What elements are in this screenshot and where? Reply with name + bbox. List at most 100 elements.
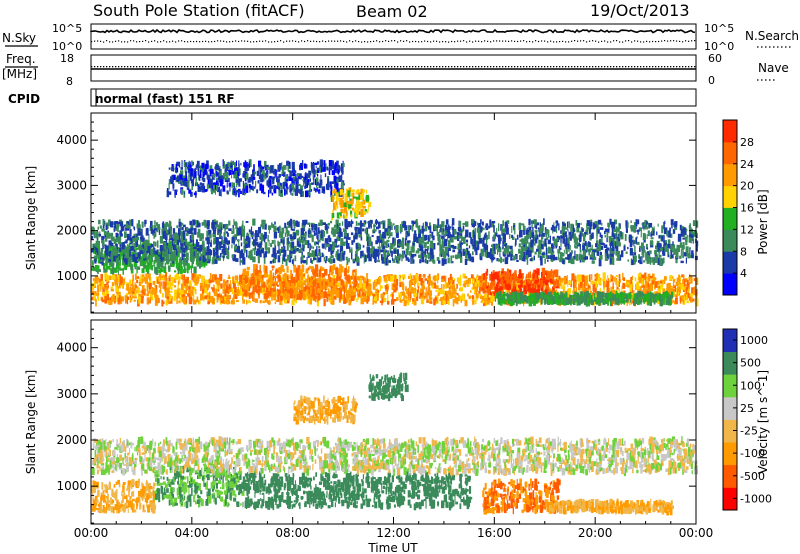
- heatmap-cell: [314, 170, 317, 174]
- heatmap-cell: [236, 184, 238, 188]
- heatmap-cell: [205, 279, 209, 284]
- heatmap-cell: [133, 226, 135, 229]
- heatmap-cell: [105, 262, 108, 266]
- nsearch-point: [325, 41, 327, 43]
- heatmap-cell: [582, 283, 584, 291]
- heatmap-cell: [316, 278, 320, 283]
- heatmap-cell: [214, 258, 218, 264]
- heatmap-cell: [671, 221, 673, 229]
- nave-point: [454, 66, 456, 68]
- heatmap-cell: [239, 168, 241, 175]
- heatmap-cell: [157, 260, 161, 267]
- heatmap-cell: [437, 273, 439, 281]
- heatmap-cell: [482, 289, 487, 294]
- heatmap-cell: [262, 300, 265, 304]
- heatmap-cell: [593, 223, 597, 229]
- heatmap-cell: [546, 255, 550, 259]
- heatmap-cell: [348, 299, 352, 303]
- heatmap-cell: [308, 265, 311, 269]
- heatmap-cell: [277, 275, 280, 279]
- heatmap-cell: [170, 277, 174, 282]
- heatmap-cell: [288, 176, 292, 181]
- nsearch-point: [631, 41, 633, 43]
- heatmap-cell: [316, 268, 319, 277]
- heatmap-cell: [611, 289, 616, 295]
- heatmap-cell: [234, 162, 236, 168]
- heatmap-cell: [547, 271, 551, 276]
- heatmap-cell: [363, 189, 365, 192]
- heatmap-cell: [183, 257, 185, 261]
- heatmap-cell: [669, 275, 673, 281]
- heatmap-cell: [280, 264, 283, 273]
- nave-point: [673, 66, 675, 68]
- heatmap-cell: [494, 271, 498, 280]
- heatmap-cell: [340, 190, 344, 195]
- heatmap-cell: [225, 171, 229, 180]
- heatmap-cell: [166, 188, 169, 193]
- nave-point: [448, 66, 450, 68]
- heatmap-cell: [346, 263, 348, 272]
- nave-tick-high: 60: [708, 52, 722, 65]
- heatmap-cell: [330, 185, 333, 194]
- heatmap-cell: [514, 277, 517, 280]
- heatmap-cell: [292, 285, 294, 289]
- heatmap-cell: [305, 172, 307, 176]
- heatmap-cell: [158, 277, 160, 283]
- nsearch-point: [460, 40, 462, 42]
- heatmap-cell: [138, 281, 142, 286]
- nave-point: [259, 66, 261, 68]
- heatmap-cell: [586, 288, 589, 291]
- heatmap-cell: [244, 166, 248, 172]
- heatmap-cell: [599, 239, 601, 246]
- heatmap-cell: [175, 189, 178, 192]
- heatmap-cell: [335, 186, 339, 194]
- heatmap-cell: [217, 276, 219, 285]
- heatmap-cell: [260, 274, 264, 280]
- heatmap-cell: [277, 164, 281, 172]
- heatmap-cell: [156, 297, 159, 304]
- nave-point: [469, 66, 471, 68]
- heatmap-cell: [248, 177, 252, 183]
- heatmap-cell: [448, 289, 452, 295]
- nave-point: [220, 66, 222, 68]
- heatmap-cell: [129, 279, 132, 285]
- heatmap-cell: [506, 278, 510, 284]
- nave-point: [445, 66, 447, 68]
- heatmap-cell: [200, 286, 202, 292]
- heatmap-cell: [586, 223, 588, 228]
- heatmap-cell: [160, 281, 162, 286]
- heatmap-cell: [604, 235, 606, 238]
- heatmap-cell: [216, 164, 219, 171]
- heatmap-cell: [216, 297, 219, 303]
- nsearch-point: [682, 41, 684, 43]
- heatmap-cell: [681, 282, 686, 290]
- nave-point: [511, 66, 513, 68]
- heatmap-cell: [215, 169, 217, 176]
- heatmap-cell: [160, 262, 164, 268]
- heatmap-cell: [206, 183, 209, 191]
- heatmap-cell: [109, 297, 112, 301]
- nsearch-point: [490, 41, 492, 43]
- nave-point: [133, 66, 135, 68]
- heatmap-cell: [106, 281, 109, 285]
- heatmap-cell: [332, 162, 334, 170]
- heatmap-cell: [95, 298, 97, 307]
- nsearch-point: [316, 40, 318, 43]
- heatmap-cell: [136, 268, 138, 274]
- heatmap-cell: [307, 179, 310, 183]
- nave-point: [529, 66, 531, 68]
- heatmap-cell: [256, 264, 258, 271]
- heatmap-cell: [514, 272, 516, 277]
- heatmap-cell: [239, 274, 243, 283]
- heatmap-cell: [286, 300, 290, 304]
- heatmap-cell: [456, 277, 460, 283]
- heatmap-cell: [506, 268, 509, 275]
- nsearch-point: [625, 40, 627, 42]
- heatmap-cell: [279, 275, 281, 282]
- nsearch-point: [553, 41, 555, 43]
- nave-point: [343, 66, 345, 68]
- heatmap-cell: [336, 165, 339, 174]
- heatmap-cell: [130, 266, 134, 271]
- heatmap-cell: [294, 220, 297, 224]
- nsearch-point: [688, 40, 690, 42]
